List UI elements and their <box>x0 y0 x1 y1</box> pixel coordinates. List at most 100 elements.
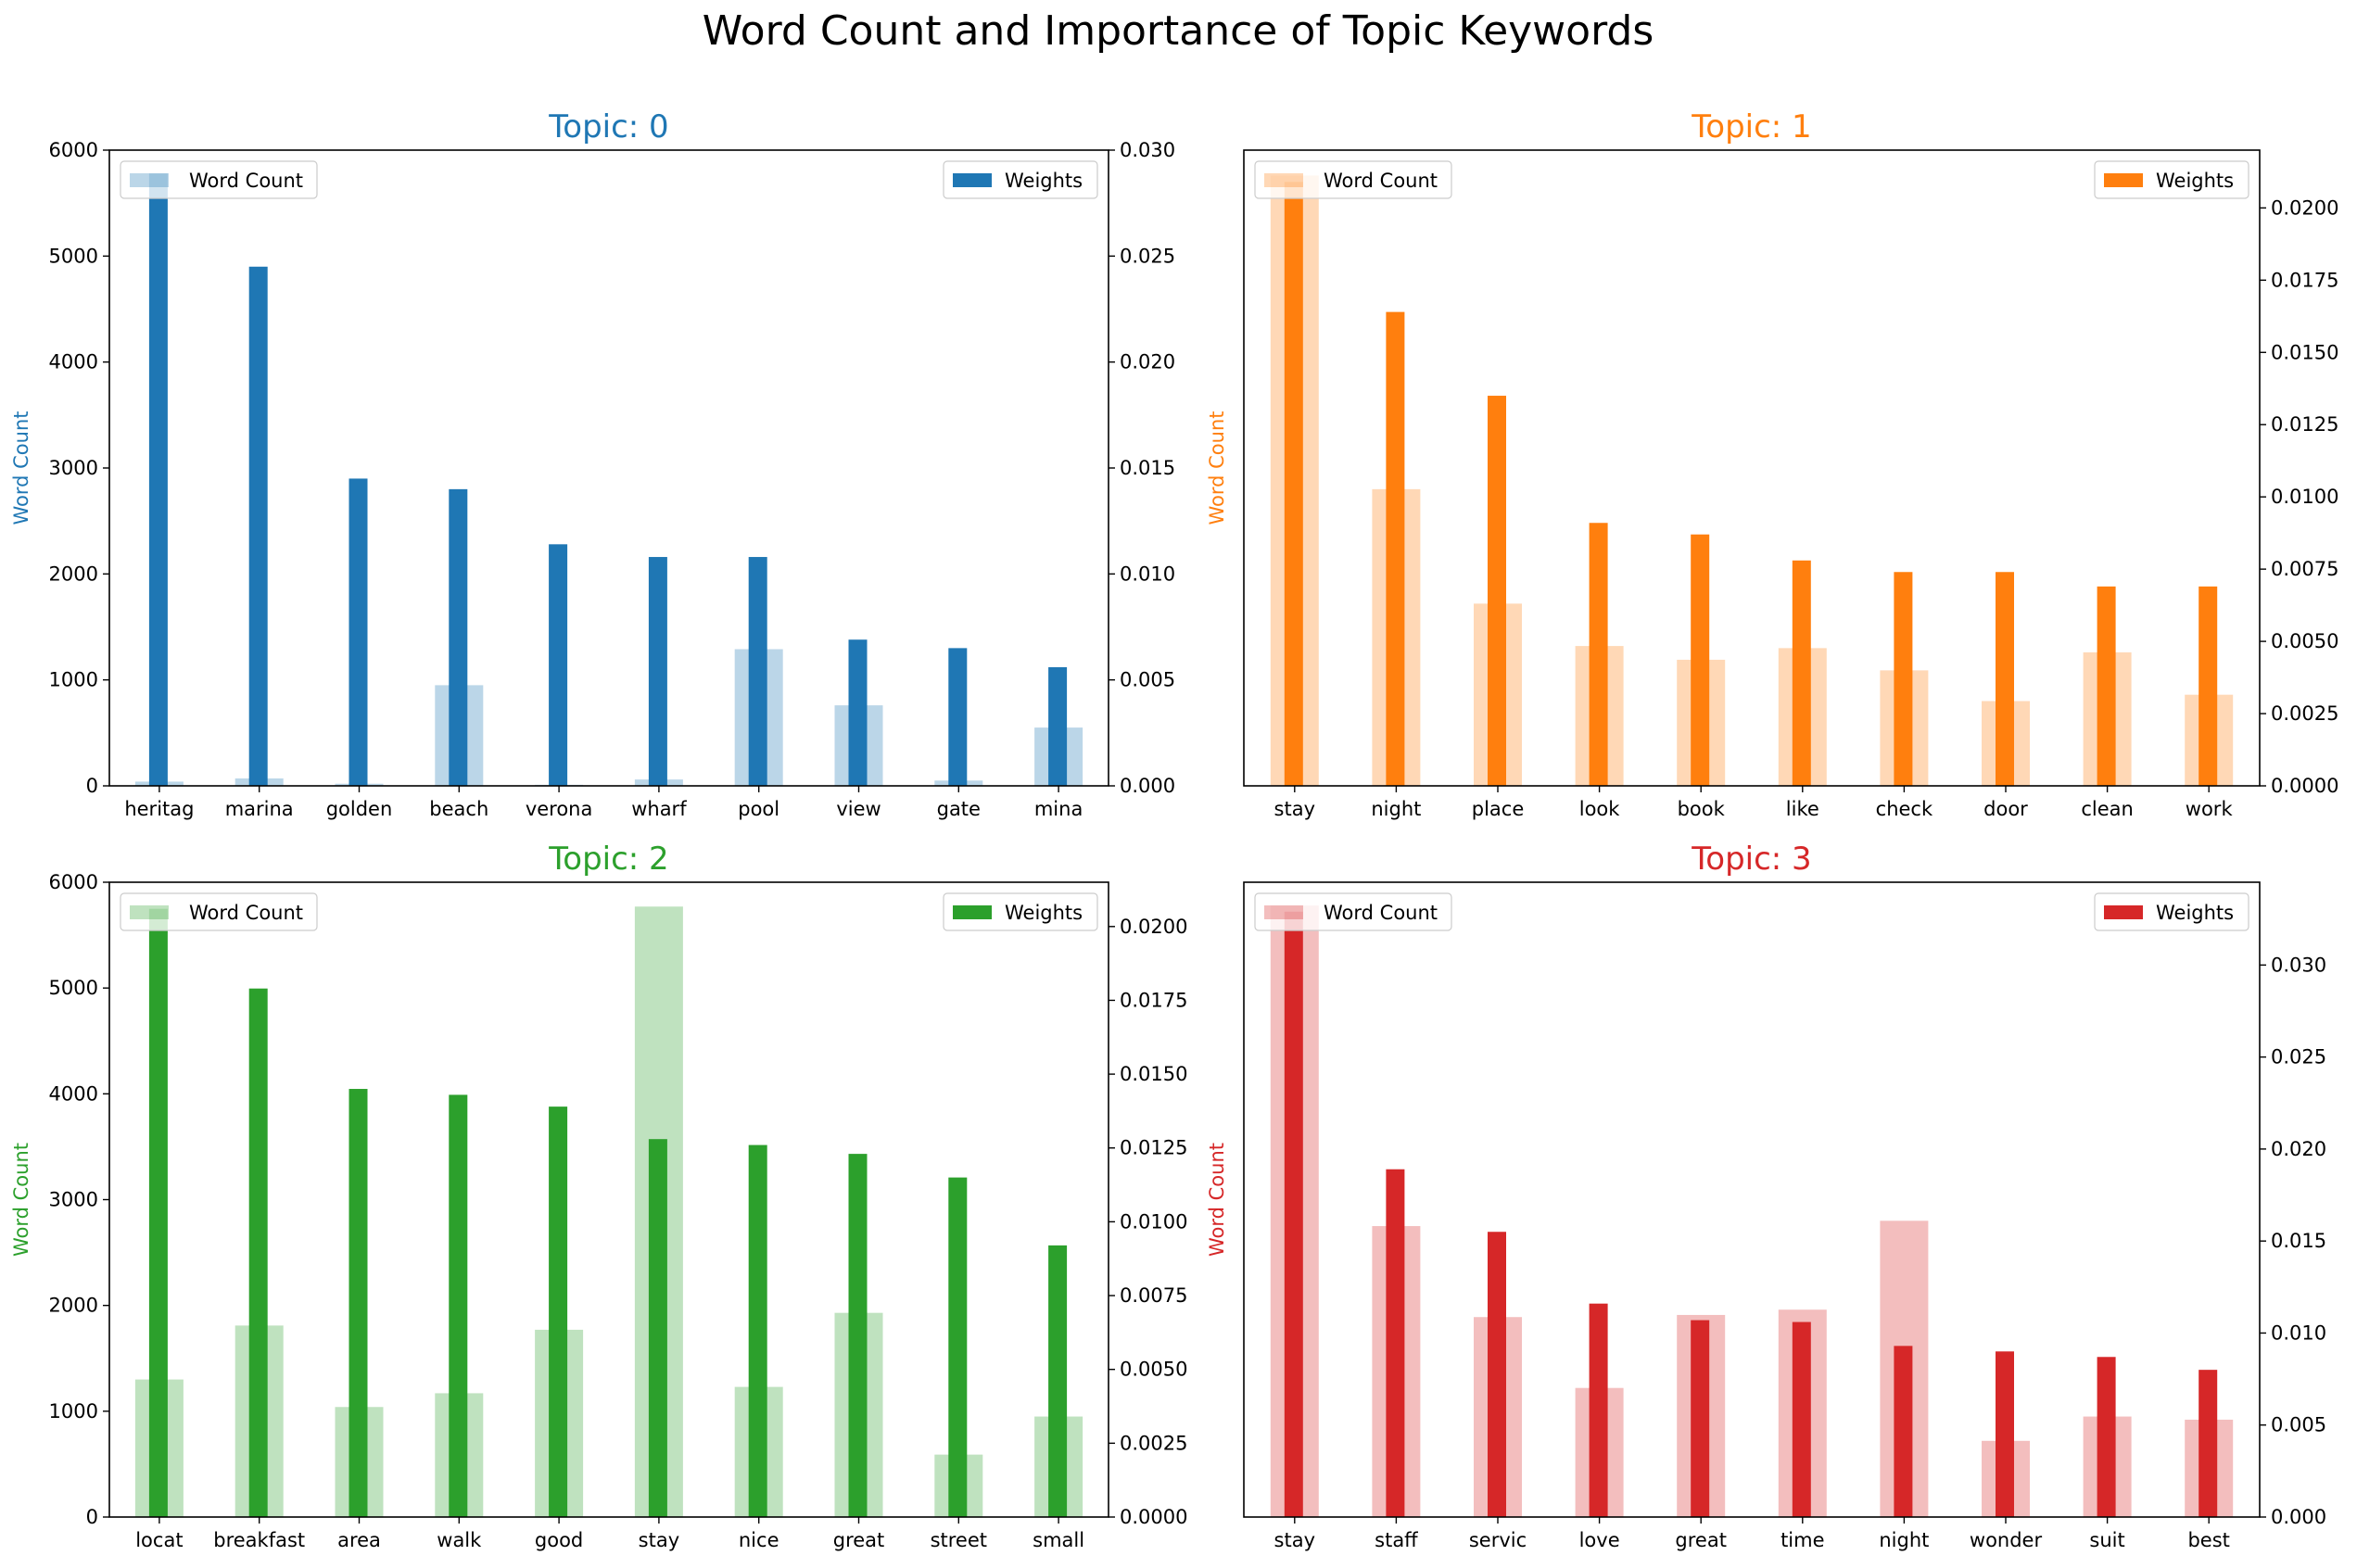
y2-tick-label: 0.0150 <box>1120 1063 1187 1085</box>
panel-title: Topic: 2 <box>548 841 668 878</box>
y2-tick-label: 0.0025 <box>2271 702 2338 725</box>
y2-tick-label: 0.0125 <box>2271 413 2338 436</box>
x-tick-label: pool <box>738 798 779 820</box>
x-tick-label: book <box>1678 798 1726 820</box>
y2-tick-label: 0.0050 <box>2271 630 2338 652</box>
legend-label: Word Count <box>189 902 303 924</box>
legend-box <box>943 892 1098 931</box>
legend-swatch <box>953 173 992 187</box>
weight-bar <box>1284 911 1303 1517</box>
weight-bar <box>1792 1321 1811 1517</box>
x-tick-label: beach <box>429 798 488 820</box>
legend-box <box>2094 892 2249 931</box>
y-tick-label: 0 <box>86 775 98 797</box>
x-tick-label: marina <box>225 798 294 820</box>
x-tick-label: stay <box>1274 1529 1315 1551</box>
y2-tick-label: 0.000 <box>2271 1506 2326 1528</box>
y2-tick-label: 0.025 <box>2271 1046 2326 1069</box>
y2-tick-label: 0.0125 <box>1120 1137 1187 1159</box>
y-tick-label: 6000 <box>49 139 98 161</box>
y-axis-label: Word Count <box>1206 411 1228 525</box>
x-tick-label: good <box>535 1529 583 1551</box>
legend-box <box>1254 160 1452 199</box>
plot-frame <box>1243 881 2261 1518</box>
x-tick-label: great <box>1675 1529 1727 1551</box>
x-tick-label: great <box>833 1529 885 1551</box>
legend-label: Word Count <box>1324 170 1438 192</box>
x-tick-label: verona <box>526 798 593 820</box>
y2-tick-label: 0.005 <box>1120 669 1175 691</box>
y2-tick-label: 0.030 <box>2271 954 2326 976</box>
x-tick-label: view <box>836 798 881 820</box>
y2-tick-label: 0.0100 <box>1120 1210 1187 1233</box>
figure-title: Word Count and Importance of Topic Keywo… <box>703 7 1654 55</box>
y2-tick-label: 0.0025 <box>1120 1432 1187 1454</box>
weight-bar <box>2097 1357 2116 1517</box>
x-tick-label: night <box>1879 1529 1929 1551</box>
legend-weights: Weights <box>943 892 1098 931</box>
y-tick-label: 2000 <box>49 563 98 585</box>
chart-panel-topic-2: Topic: 2 locat breakfast area walk good stay ni… <box>10 841 1187 1551</box>
y-tick-label: 0 <box>86 1506 98 1528</box>
legend-swatch <box>2104 905 2143 919</box>
legend-weights: Weights <box>943 160 1098 199</box>
weight-bar <box>2097 586 2116 786</box>
weight-bar <box>1996 1351 2014 1517</box>
weight-bar <box>1284 182 1303 787</box>
weight-bar <box>248 988 268 1517</box>
y-tick-label: 3000 <box>49 457 98 479</box>
y-tick-label: 3000 <box>49 1189 98 1211</box>
legend-label: Weights <box>2156 170 2234 192</box>
y-tick-label: 5000 <box>49 245 98 267</box>
weight-bar <box>549 544 568 786</box>
weight-bar <box>148 908 168 1517</box>
weight-bar <box>348 1089 368 1517</box>
x-tick-label: area <box>337 1529 381 1551</box>
y-axis-label: Word Count <box>10 1143 32 1257</box>
y-tick-label: 2000 <box>49 1295 98 1317</box>
y2-tick-label: 0.0100 <box>2271 486 2338 508</box>
x-tick-label: like <box>1786 798 1819 820</box>
y-tick-label: 1000 <box>49 1400 98 1423</box>
x-tick-label: love <box>1579 1529 1620 1551</box>
y2-tick-label: 0.000 <box>1120 775 1175 797</box>
x-tick-label: mina <box>1034 798 1083 820</box>
x-tick-label: gate <box>937 798 981 820</box>
weight-bar <box>1386 1169 1405 1517</box>
y2-tick-label: 0.020 <box>2271 1138 2326 1160</box>
y2-tick-label: 0.020 <box>1120 351 1175 373</box>
weight-bar <box>1488 396 1506 786</box>
legend-box <box>1254 892 1452 931</box>
x-tick-label: small <box>1033 1529 1084 1551</box>
legend-swatch <box>1264 905 1303 919</box>
y2-tick-label: 0.010 <box>2271 1321 2326 1344</box>
y2-tick-label: 0.015 <box>1120 457 1175 479</box>
x-tick-label: locat <box>135 1529 183 1551</box>
chart-panel-topic-3: Topic: 3 stay staff servic love great time nigh… <box>1206 841 2326 1551</box>
y2-tick-label: 0.0000 <box>2271 775 2338 797</box>
weight-bar <box>1894 572 1913 786</box>
weight-bar <box>2199 586 2218 786</box>
y2-tick-label: 0.0200 <box>2271 196 2338 219</box>
chart-panel-topic-0: Topic: 0 heritag marina golden beach verona wh… <box>10 108 1175 820</box>
weight-bar <box>449 1094 468 1517</box>
x-tick-label: nice <box>739 1529 779 1551</box>
x-tick-label: door <box>1983 798 2028 820</box>
y2-tick-label: 0.0050 <box>1120 1359 1187 1381</box>
x-tick-label: wonder <box>1970 1529 2043 1551</box>
y-tick-label: 5000 <box>49 977 98 999</box>
x-tick-label: heritag <box>124 798 194 820</box>
y2-tick-label: 0.015 <box>2271 1230 2326 1252</box>
legend-weights: Weights <box>2094 892 2249 931</box>
legend-weights: Weights <box>2094 160 2249 199</box>
weight-bar <box>148 173 168 787</box>
y2-tick-label: 0.0200 <box>1120 916 1187 938</box>
legend-label: Weights <box>2156 902 2234 924</box>
legend-swatch <box>2104 173 2143 187</box>
legend-swatch <box>1264 173 1303 187</box>
legend-box <box>943 160 1098 199</box>
y2-tick-label: 0.025 <box>1120 245 1175 267</box>
weight-bar <box>1048 1245 1068 1517</box>
weight-bar <box>748 557 767 786</box>
